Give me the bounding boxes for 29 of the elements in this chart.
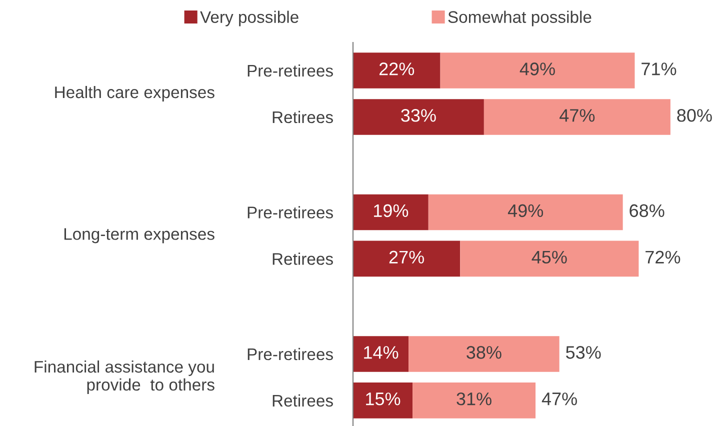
y-tick-label: Pre-retirees — [248, 64, 333, 77]
total-label: 71% — [642, 62, 676, 76]
y-tick-label: Retirees — [272, 252, 333, 265]
text: Health care expenses — [55, 86, 214, 102]
total-label: 53% — [566, 346, 601, 359]
data-label: 45% — [532, 250, 567, 264]
total-label: 72% — [646, 250, 680, 264]
data-label: 49% — [508, 204, 544, 218]
legend-label: Somewhat possible — [448, 10, 592, 26]
data-label: 38% — [466, 346, 502, 359]
data-label: 22% — [379, 62, 414, 76]
total-label: 80% — [677, 109, 712, 122]
data-label: 14% — [364, 346, 398, 359]
total-label: 68% — [630, 204, 664, 218]
data-label: 47% — [560, 109, 595, 122]
data-label: 31% — [456, 392, 492, 406]
y-tick-label: Pre-retirees — [248, 206, 333, 218]
y-tick-label: Retirees — [272, 110, 333, 124]
data-label: 19% — [374, 204, 408, 218]
data-label: 49% — [520, 62, 555, 76]
data-label: 27% — [389, 250, 424, 264]
text: Long-term expenses — [64, 228, 214, 244]
legend-label: Very possible — [200, 10, 298, 26]
data-label: 15% — [366, 392, 400, 406]
y-tick-label: Retirees — [272, 394, 333, 407]
y-tick-label: Pre-retirees — [248, 348, 333, 360]
data-label: 33% — [401, 109, 436, 122]
total-label: 47% — [542, 392, 577, 406]
text: Financial assistance you provide to others — [34, 360, 214, 394]
